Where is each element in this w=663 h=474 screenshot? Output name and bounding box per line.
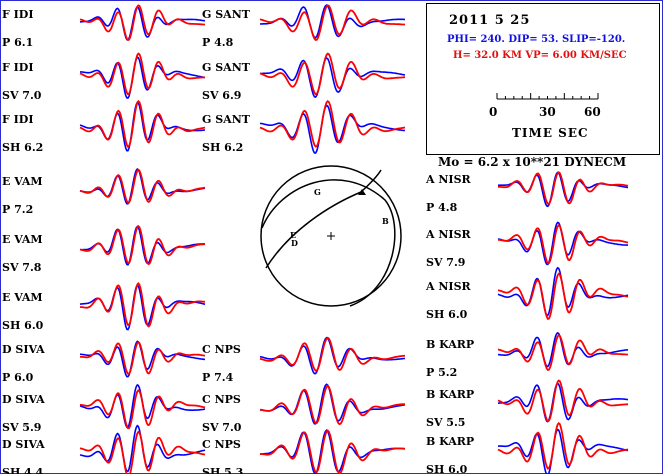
sphere-station-label: D	[291, 238, 298, 248]
phase-amplitude-label: SH 6.2	[2, 141, 43, 154]
phase-amplitude-label: SV 5.5	[426, 416, 465, 429]
synthetic-waveform	[259, 4, 405, 42]
synthetic-waveform	[259, 336, 406, 372]
phase-amplitude-label: P 6.1	[2, 36, 33, 49]
synthetic-waveform	[80, 389, 206, 430]
scale-label-30: 30	[539, 105, 556, 119]
sphere-station-label: G	[314, 187, 321, 197]
synthetic-waveform	[259, 52, 406, 96]
observed-waveform	[259, 4, 405, 39]
synthetic-waveform	[79, 52, 206, 96]
synthetic-waveform	[497, 379, 629, 423]
station-label: A NISR	[425, 228, 472, 241]
seismic-moment: Mo = 6.2 x 10**21 DYNECM	[438, 155, 627, 169]
phase-amplitude-label: SH 6.0	[2, 319, 44, 332]
observed-waveform	[79, 284, 206, 331]
station-label: A NISR	[425, 173, 472, 186]
station-label: C NPS	[202, 438, 241, 451]
synthetic-waveform	[79, 99, 206, 148]
observed-waveform	[79, 5, 206, 41]
phase-amplitude-label: SV 5.9	[2, 421, 41, 434]
station-label: B KARP	[426, 435, 474, 448]
observed-waveform	[80, 56, 206, 99]
observed-waveform	[259, 56, 406, 99]
station-label: C NPS	[202, 343, 241, 356]
observed-waveform	[497, 221, 628, 266]
station-label: D SIVA	[2, 343, 45, 356]
phase-amplitude-label: SH 6.2	[202, 141, 243, 154]
depth-velocity-line: H= 32.0 KM VP= 6.00 KM/SEC	[453, 50, 627, 61]
phase-amplitude-label: P 4.8	[202, 36, 234, 49]
observed-waveform	[79, 168, 206, 205]
scale-label-0: 0	[489, 105, 498, 119]
phase-amplitude-label: SV 7.0	[202, 421, 242, 434]
synthetic-waveform	[79, 168, 206, 204]
phase-amplitude-label: SV 7.0	[2, 89, 42, 102]
station-label: B KARP	[426, 338, 474, 351]
scale-label-60: 60	[584, 105, 601, 119]
synthetic-waveform	[259, 384, 406, 426]
phase-amplitude-label: P 6.0	[2, 371, 34, 384]
station-label: B KARP	[426, 388, 474, 401]
sphere-station-label: B	[382, 216, 389, 226]
phase-amplitude-label: SV 6.9	[202, 89, 241, 102]
station-label: G SANT	[202, 113, 251, 126]
time-scale-bar	[496, 93, 599, 100]
phase-amplitude-label: SV 7.9	[426, 256, 465, 269]
observed-waveform	[497, 382, 629, 423]
synthetic-waveform	[80, 341, 206, 375]
station-label: E VAM	[2, 233, 43, 246]
synthetic-waveform	[497, 171, 629, 205]
phase-amplitude-label: SH 4.4	[2, 466, 44, 474]
phase-amplitude-label: P 4.8	[426, 201, 458, 214]
station-label: G SANT	[202, 61, 251, 74]
station-label: A NISR	[425, 280, 472, 293]
event-date: 2011 5 25	[449, 13, 531, 28]
event-info-box: 2011 5 25 PHI= 240. DIP= 53. SLIP=-120. …	[426, 3, 660, 155]
station-label: E VAM	[2, 291, 43, 304]
station-label: F IDI	[2, 61, 33, 74]
station-label: D SIVA	[2, 393, 45, 406]
phase-amplitude-label: P 7.2	[2, 203, 33, 216]
synthetic-waveform	[79, 4, 205, 42]
phase-amplitude-label: SH 5.3	[202, 466, 243, 474]
time-axis-title: TIME SEC	[512, 126, 589, 140]
station-label: F IDI	[2, 8, 33, 21]
focal-mechanism-sphere: G B DE	[260, 165, 402, 307]
station-label: D SIVA	[2, 438, 45, 451]
synthetic-waveform	[79, 224, 205, 266]
station-label: G SANT	[202, 8, 251, 21]
observed-waveform	[80, 225, 206, 266]
observed-waveform	[79, 340, 206, 378]
synthetic-waveform	[497, 272, 629, 320]
station-label: C NPS	[202, 393, 241, 406]
synthetic-waveform	[260, 429, 406, 474]
phase-amplitude-label: SV 7.8	[2, 261, 42, 274]
synthetic-waveform	[259, 99, 406, 148]
phase-amplitude-label: SH 6.0	[426, 463, 468, 474]
phase-amplitude-label: SH 6.0	[426, 308, 468, 321]
synthetic-waveform	[79, 430, 206, 474]
synthetic-waveform	[79, 282, 206, 328]
observed-waveform	[497, 171, 629, 208]
phase-amplitude-label: P 5.2	[426, 366, 457, 379]
observed-waveform	[497, 428, 629, 474]
sphere-station-label: E	[290, 230, 296, 240]
phase-amplitude-label: P 7.4	[202, 371, 234, 384]
mechanism-line: PHI= 240. DIP= 53. SLIP=-120.	[447, 34, 626, 45]
synthetic-waveform	[497, 421, 629, 470]
synthetic-waveform	[498, 224, 629, 265]
observed-waveform	[259, 429, 406, 474]
station-label: F IDI	[2, 113, 33, 126]
synthetic-waveform	[497, 334, 628, 372]
station-label: E VAM	[2, 175, 43, 188]
